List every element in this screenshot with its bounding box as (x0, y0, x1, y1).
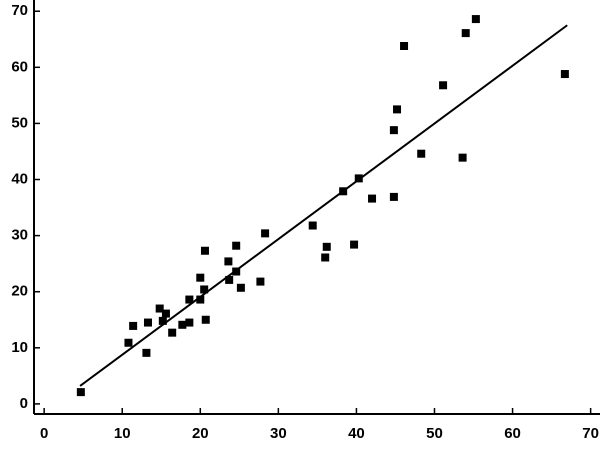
point (232, 241, 241, 250)
point (185, 295, 194, 304)
point (185, 318, 194, 327)
point (471, 15, 480, 24)
x-tick-label: 20 (192, 425, 209, 442)
point (393, 105, 402, 114)
point (143, 318, 152, 327)
point (261, 229, 270, 238)
point (158, 316, 167, 325)
point (236, 283, 245, 292)
point (200, 285, 209, 294)
point (354, 174, 363, 183)
fit-line (79, 24, 568, 387)
point (256, 277, 265, 286)
point (308, 221, 317, 230)
x-tick-label: 40 (348, 425, 365, 442)
y-tick-label: 50 (11, 114, 28, 131)
point (417, 149, 426, 158)
point (142, 348, 151, 357)
x-tick-label: 30 (270, 425, 287, 442)
point (124, 338, 133, 347)
point (350, 240, 359, 249)
point (389, 126, 398, 135)
y-tick-label: 20 (11, 283, 28, 300)
y-tick-label: 30 (11, 227, 28, 244)
point (76, 388, 85, 397)
point (368, 194, 377, 203)
point (200, 246, 209, 255)
y-tick-label: 40 (11, 170, 28, 187)
point (225, 275, 234, 284)
point (232, 267, 241, 276)
x-tick-label: 60 (504, 425, 521, 442)
point (168, 328, 177, 337)
point (339, 187, 348, 196)
y-tick-label: 0 (20, 395, 28, 412)
point (129, 321, 138, 330)
point (224, 257, 233, 266)
x-tick-label: 50 (426, 425, 443, 442)
point (196, 295, 205, 304)
point (389, 192, 398, 201)
y-tick-label: 60 (11, 58, 28, 75)
point (458, 153, 467, 162)
point (400, 42, 409, 50)
point (201, 315, 210, 324)
x-tick-label: 70 (582, 425, 599, 442)
y-tick-label: 70 (11, 2, 28, 19)
point (560, 70, 569, 79)
x-tick-label: 0 (40, 425, 48, 442)
point (178, 320, 187, 329)
point (439, 81, 448, 90)
point (161, 309, 170, 318)
y-tick-label: 10 (11, 339, 28, 356)
point (321, 253, 330, 262)
point (461, 29, 470, 38)
point (155, 304, 164, 313)
point (196, 273, 205, 282)
point (322, 242, 331, 251)
x-tick-label: 10 (114, 425, 131, 442)
